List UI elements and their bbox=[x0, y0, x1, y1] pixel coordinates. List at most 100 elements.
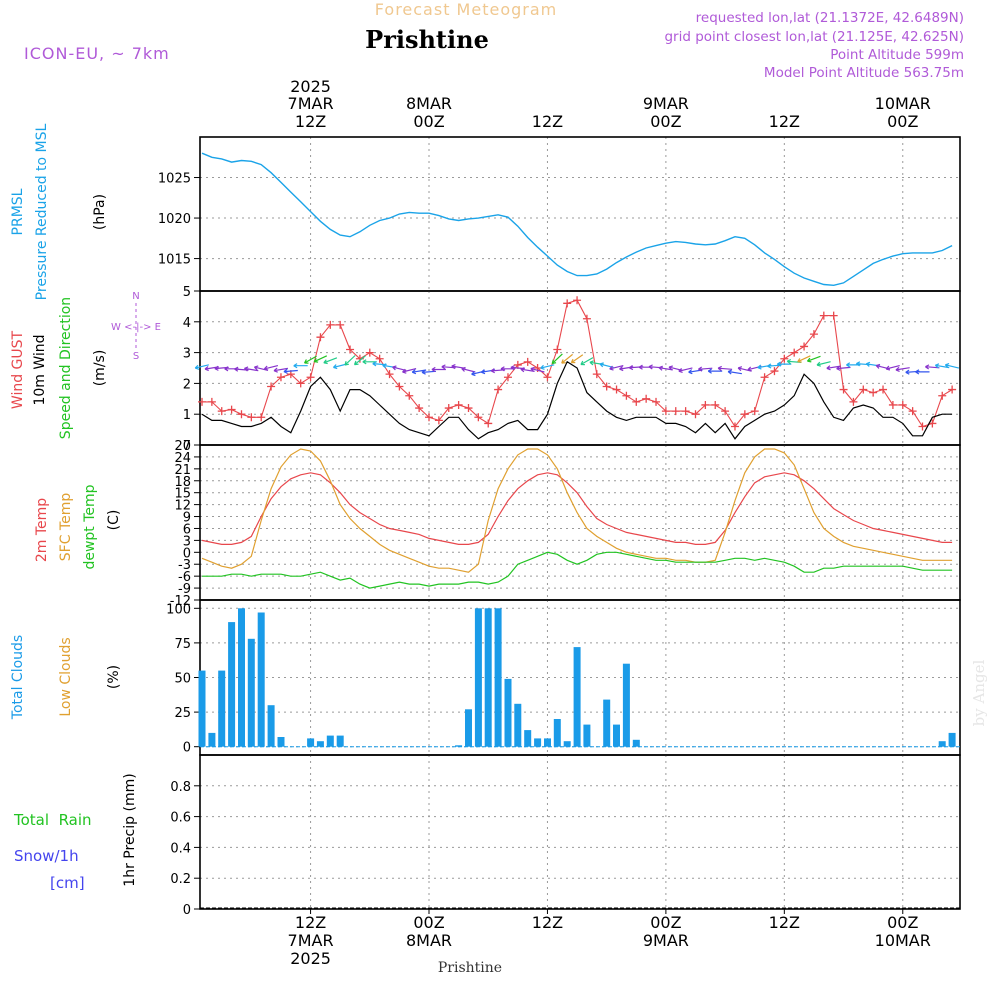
ytick-label: 2 bbox=[183, 377, 191, 392]
wind-direction-arrow bbox=[580, 357, 594, 366]
ytick-label: 25 bbox=[174, 706, 191, 721]
top-time-label: 12Z bbox=[769, 112, 800, 131]
cloud-bar bbox=[238, 608, 245, 747]
cloud-bar bbox=[553, 719, 561, 747]
gust-marker bbox=[217, 407, 226, 416]
gust-marker bbox=[375, 354, 384, 363]
wind-direction-arrow bbox=[836, 365, 851, 371]
gust-marker bbox=[553, 345, 562, 354]
top-time-label: 00Z bbox=[887, 112, 918, 131]
pressure-ylabel-3: (hPa) bbox=[92, 194, 108, 230]
cloud-bar bbox=[622, 663, 630, 747]
wind-direction-arrow bbox=[293, 363, 308, 369]
cloud-bar bbox=[474, 608, 482, 747]
ytick-label: -3 bbox=[178, 558, 191, 573]
grid-point-lonlat: grid point closest lon,lat (21.125E, 42.… bbox=[664, 29, 964, 45]
gust-marker bbox=[671, 407, 680, 416]
ytick-label: -12 bbox=[170, 594, 191, 609]
cloud-bar bbox=[613, 724, 620, 747]
gust-marker bbox=[612, 385, 621, 394]
gust-marker bbox=[750, 407, 759, 416]
ytick-label: 3 bbox=[183, 534, 191, 549]
ytick-label: 24 bbox=[174, 451, 191, 466]
gust-marker bbox=[247, 413, 256, 422]
cloud-bar bbox=[198, 670, 206, 747]
wind-direction-arrow bbox=[344, 355, 356, 366]
wind-direction-arrow bbox=[551, 353, 563, 365]
bottom-time-label: 12Z bbox=[769, 913, 800, 932]
gust-marker bbox=[523, 357, 532, 366]
ytick-label: 0.4 bbox=[170, 841, 191, 856]
gust-marker bbox=[395, 382, 404, 391]
wind-direction-arrow bbox=[353, 355, 366, 366]
bottom-time-label: 00Z bbox=[887, 913, 918, 932]
gust-marker bbox=[543, 373, 552, 382]
wind-direction-arrow bbox=[461, 366, 476, 373]
top-time-label: 10MAR bbox=[875, 94, 931, 113]
ytick-label: 9 bbox=[183, 511, 191, 526]
wind-direction-arrow bbox=[678, 367, 693, 373]
wind-direction-arrow bbox=[707, 368, 723, 374]
cloud-bar bbox=[228, 622, 236, 747]
gust-marker bbox=[849, 397, 858, 406]
wind-direction-arrow bbox=[421, 369, 437, 375]
gust-marker bbox=[908, 407, 917, 416]
gust-marker bbox=[740, 410, 749, 419]
gust-marker bbox=[582, 314, 591, 323]
gust-marker bbox=[425, 413, 434, 422]
gust-marker bbox=[701, 400, 710, 409]
panel-wind: 0 1 2 3 4 5 bbox=[183, 285, 961, 454]
ytick-label: 5 bbox=[183, 285, 191, 300]
ytick-label: 1 bbox=[183, 408, 191, 423]
top-time-label: 00Z bbox=[650, 112, 681, 131]
gust-marker bbox=[276, 373, 285, 382]
wind-direction-arrow bbox=[609, 365, 624, 371]
cloud-bar bbox=[247, 638, 255, 747]
temp-dewpt-line bbox=[202, 551, 953, 589]
clouds-ylabel-low: Low Clouds bbox=[58, 637, 74, 716]
panels: 101510201025012345-12-9-6-30369121518212… bbox=[158, 136, 961, 918]
temp-2m-line bbox=[201, 472, 953, 546]
gust-marker bbox=[474, 413, 483, 422]
cloud-bar bbox=[316, 741, 324, 747]
ytick-label: 50 bbox=[174, 672, 191, 687]
gust-marker bbox=[484, 419, 493, 428]
temp-ylabel-unit: (C) bbox=[106, 510, 122, 531]
gust-marker bbox=[730, 422, 739, 431]
cloud-bar bbox=[573, 647, 581, 747]
cloud-bar bbox=[267, 705, 275, 747]
cloud-bar bbox=[524, 730, 532, 747]
ytick-label: 1020 bbox=[158, 212, 191, 227]
gust-marker bbox=[898, 400, 907, 409]
cloud-bar bbox=[277, 737, 285, 747]
ytick-label: 6 bbox=[183, 522, 191, 537]
gust-marker bbox=[405, 391, 414, 400]
cloud-bar bbox=[218, 670, 226, 747]
gust-marker bbox=[434, 416, 443, 425]
gust-marker bbox=[829, 311, 838, 320]
temperature-axis-labels: 2m Temp SFC Temp dewpt Temp (C) bbox=[34, 484, 122, 569]
gust-marker bbox=[592, 370, 601, 379]
cloud-bar bbox=[632, 739, 640, 747]
wind-direction-arrow bbox=[313, 355, 328, 363]
panel-precip: 0 0.2 0.4 0.6 0.8 bbox=[170, 754, 961, 918]
wind-direction-arrow bbox=[520, 367, 535, 373]
wind-direction-arrow bbox=[273, 367, 288, 373]
gust-marker bbox=[711, 400, 720, 409]
gust-marker bbox=[869, 388, 878, 397]
gust-marker bbox=[642, 394, 651, 403]
gust-marker bbox=[661, 407, 670, 416]
ytick-label: 12 bbox=[174, 499, 191, 514]
cloud-bar bbox=[603, 699, 611, 747]
location-title: Prishtine bbox=[365, 25, 489, 54]
header: Forecast Meteogram Prishtine ICON-EU, ~ … bbox=[24, 0, 964, 81]
ytick-label: 0 bbox=[183, 903, 191, 918]
panel-pressure: 1015 1020 1025 bbox=[158, 136, 961, 292]
gust-marker bbox=[385, 370, 394, 379]
clouds-ylabel-total: Total Clouds bbox=[10, 635, 26, 720]
wind-direction-arrow bbox=[283, 368, 298, 374]
wind-direction-arrow bbox=[816, 361, 831, 367]
